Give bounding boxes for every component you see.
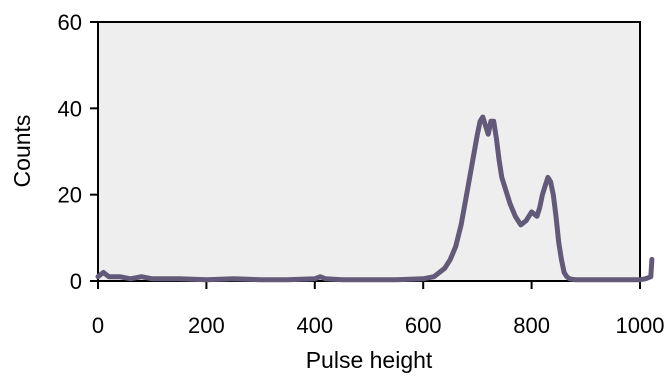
y-tick-label: 0	[70, 269, 82, 294]
plot-area	[97, 21, 641, 282]
y-axis-label: Counts	[9, 115, 35, 188]
x-tick-label: 1000	[616, 313, 665, 338]
x-tick-label: 400	[296, 313, 333, 338]
y-tick-label: 40	[58, 96, 82, 121]
x-tick-label: 600	[405, 313, 442, 338]
y-tick-label: 60	[58, 10, 82, 35]
x-tick-label: 800	[513, 313, 550, 338]
y-tick-label: 20	[58, 183, 82, 208]
x-axis-ticks: 0 200 400 600 800 1000	[92, 281, 665, 338]
series-line	[95, 114, 655, 283]
x-tick-label: 0	[92, 313, 104, 338]
y-axis-ticks: 0 20 40 60	[58, 10, 98, 294]
x-axis-label: Pulse height	[306, 347, 433, 373]
x-tick-label: 200	[188, 313, 225, 338]
